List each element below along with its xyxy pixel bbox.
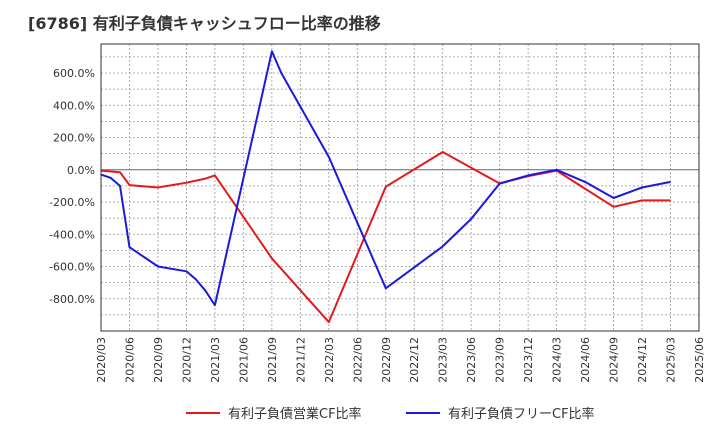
plot-frame — [100, 43, 700, 332]
x-tick-label: 2023/09 — [494, 337, 507, 383]
series-lines — [100, 50, 671, 324]
x-tick-label: 2025/03 — [665, 337, 678, 383]
x-tick-label: 2024/06 — [579, 337, 592, 383]
x-tick-label: 2024/09 — [608, 337, 621, 383]
legend-label-2: 有利子負債フリーCF比率 — [448, 406, 595, 422]
x-axis-ticks: 2020/03 2020/06 2020/09 2020/12 2021/03 2021/… — [95, 337, 706, 383]
x-tick-label: 2022/09 — [380, 337, 393, 383]
series-line-2 — [100, 50, 671, 307]
series-line-1 — [100, 151, 671, 324]
y-tick-label: -200.0% — [49, 196, 95, 209]
x-tick-label: 2023/12 — [522, 337, 535, 383]
y-tick-label: -400.0% — [49, 228, 95, 241]
x-tick-label: 2021/12 — [294, 337, 307, 383]
x-tick-label: 2021/03 — [209, 337, 222, 383]
y-axis-ticks: -800.0% -600.0% -400.0% -200.0% 0.0% 200.0% 40… — [49, 67, 95, 306]
legend-label-1: 有利子負債営業CF比率 — [228, 406, 362, 422]
x-tick-label: 2025/06 — [693, 337, 706, 383]
chart-title: [6786] 有利子負債キャッシュフロー比率の推移 — [28, 14, 381, 33]
x-tick-label: 2020/03 — [95, 337, 108, 383]
x-tick-label: 2023/03 — [437, 337, 450, 383]
x-tick-label: 2022/06 — [351, 337, 364, 383]
x-tick-label: 2021/09 — [266, 337, 279, 383]
x-tick-label: 2024/03 — [551, 337, 564, 383]
y-tick-label: 600.0% — [53, 67, 95, 80]
y-tick-label: 0.0% — [67, 164, 95, 177]
x-tick-label: 2020/06 — [123, 337, 136, 383]
x-tick-label: 2022/03 — [323, 337, 336, 383]
x-tick-label: 2023/06 — [465, 337, 478, 383]
y-tick-label: 200.0% — [53, 132, 95, 145]
y-tick-label: 400.0% — [53, 99, 95, 112]
y-tick-label: -600.0% — [49, 261, 95, 274]
x-tick-label: 2020/09 — [152, 337, 165, 383]
y-tick-label: -800.0% — [49, 293, 95, 306]
legend: 有利子負債営業CF比率 有利子負債フリーCF比率 — [186, 406, 595, 422]
x-tick-label: 2020/12 — [180, 337, 193, 383]
x-tick-label: 2024/12 — [636, 337, 649, 383]
x-tick-label: 2021/06 — [237, 337, 250, 383]
grid-lines — [100, 44, 700, 331]
x-tick-label: 2022/12 — [408, 337, 421, 383]
